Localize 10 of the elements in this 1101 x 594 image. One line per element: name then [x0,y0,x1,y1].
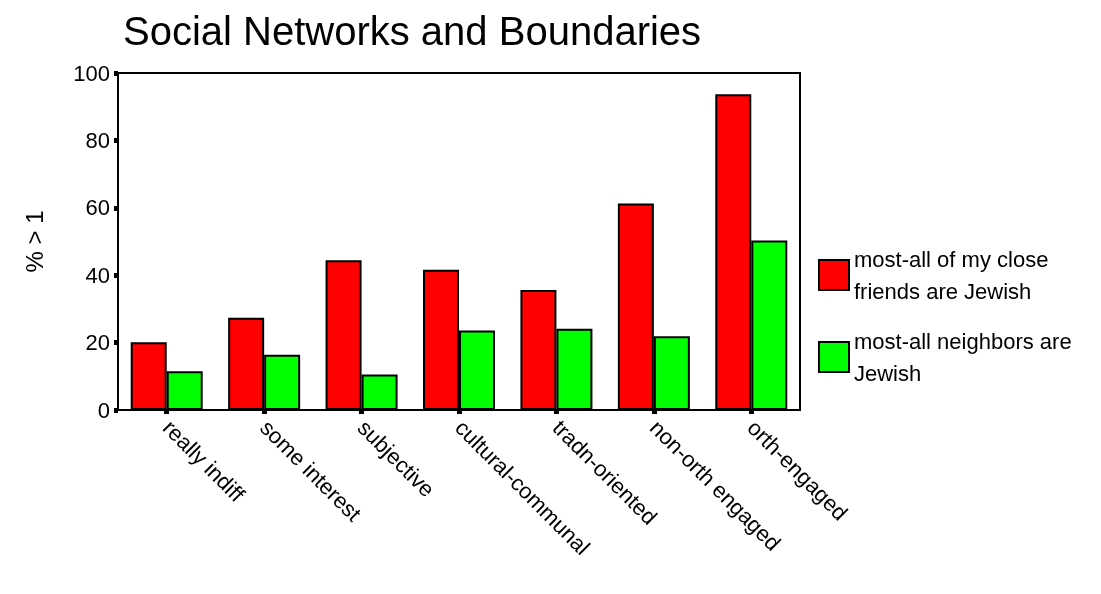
legend-label: most-all neighbors are Jewish [854,328,1078,386]
y-tick-label: 60 [85,195,110,221]
chart-title: Social Networks and Boundaries [123,9,702,53]
y-tick-label: 40 [85,262,110,288]
y-tick-label: 80 [85,127,110,153]
y-tick-label: 0 [97,397,110,423]
legend-label: most-all of my close friends are Jewish [854,246,1055,304]
y-tick-label: 20 [85,330,110,356]
y-tick-label: 100 [73,60,110,86]
y-axis-title: % > 1 [20,210,48,273]
